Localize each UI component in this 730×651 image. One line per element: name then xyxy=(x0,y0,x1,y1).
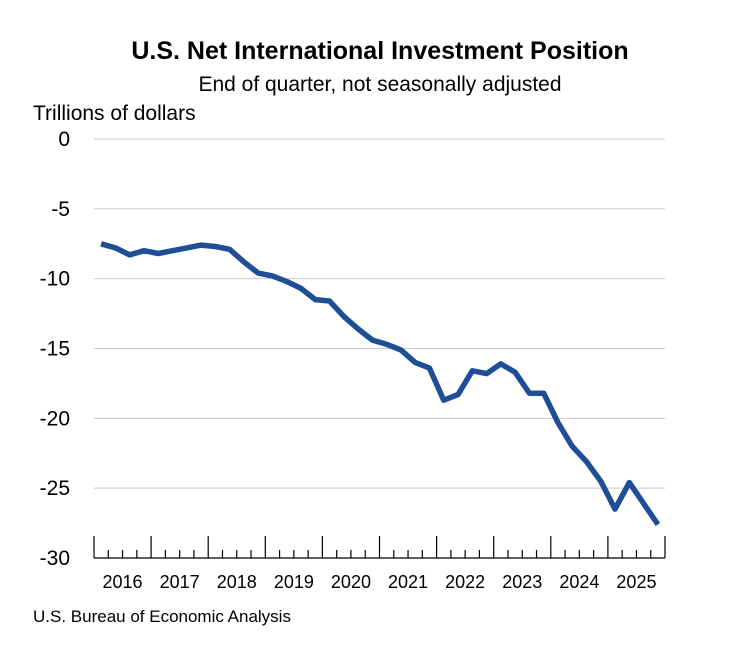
data-point xyxy=(655,522,660,527)
data-point xyxy=(327,299,332,304)
data-point xyxy=(498,361,503,366)
x-tick-label: 2022 xyxy=(445,572,485,592)
data-point xyxy=(299,286,304,291)
data-point xyxy=(627,480,632,485)
y-axis-label: Trillions of dollars xyxy=(33,102,196,125)
y-tick-label: 0 xyxy=(58,128,70,151)
data-point xyxy=(370,338,375,343)
data-point xyxy=(484,371,489,376)
y-tick-labels: 0 -5 -10 -15 -20 -25 -30 xyxy=(40,128,70,570)
series-layer xyxy=(99,241,661,527)
data-point xyxy=(227,247,232,252)
x-tick-label: 2018 xyxy=(217,572,257,592)
data-point xyxy=(213,244,218,249)
x-tick-label: 2023 xyxy=(502,572,542,592)
data-point xyxy=(99,241,104,246)
y-tick-label: -30 xyxy=(40,547,70,570)
x-tick-label: 2020 xyxy=(331,572,371,592)
y-tick-label: -10 xyxy=(40,268,70,291)
data-point xyxy=(641,501,646,506)
data-point xyxy=(256,271,261,276)
chart-title: U.S. Net International Investment Positi… xyxy=(131,37,628,65)
data-point xyxy=(427,366,432,371)
x-tick-label: 2016 xyxy=(103,572,143,592)
data-point xyxy=(527,391,532,396)
x-axis: 2016 2017 2018 2019 2020 2021 2022 2023 2024 2025 xyxy=(93,536,666,592)
data-point xyxy=(241,259,246,264)
data-point xyxy=(341,314,346,319)
series-line xyxy=(100,241,661,527)
data-point xyxy=(270,273,275,278)
data-point xyxy=(170,248,175,253)
data-point xyxy=(470,368,475,373)
data-point xyxy=(284,279,289,284)
data-point xyxy=(384,342,389,347)
data-point xyxy=(598,479,603,484)
data-point xyxy=(398,347,403,352)
data-point xyxy=(313,297,318,302)
x-tick-label: 2019 xyxy=(274,572,314,592)
x-tick-label: 2025 xyxy=(616,572,656,592)
data-point xyxy=(555,420,560,425)
data-point xyxy=(456,392,461,397)
data-point xyxy=(113,245,118,250)
y-tick-label: -25 xyxy=(40,477,70,500)
y-tick-label: -15 xyxy=(40,338,70,361)
data-point xyxy=(413,360,418,365)
data-point xyxy=(156,251,161,256)
data-point xyxy=(127,252,132,257)
data-point xyxy=(541,391,546,396)
data-point xyxy=(613,507,618,512)
data-point xyxy=(570,444,575,449)
data-point xyxy=(142,248,147,253)
data-point xyxy=(584,459,589,464)
data-point xyxy=(441,398,446,403)
data-point xyxy=(184,245,189,250)
source-note: U.S. Bureau of Economic Analysis xyxy=(33,607,291,626)
gridlines xyxy=(94,138,665,489)
y-tick-label: -20 xyxy=(40,407,70,430)
chart-subtitle: End of quarter, not seasonally adjusted xyxy=(198,73,561,96)
x-tick-label: 2017 xyxy=(160,572,200,592)
x-tick-label: 2021 xyxy=(388,572,428,592)
data-point xyxy=(199,243,204,248)
x-tick-label: 2024 xyxy=(559,572,599,592)
y-tick-label: -5 xyxy=(51,198,70,221)
data-point xyxy=(513,370,518,375)
data-point xyxy=(356,326,361,331)
